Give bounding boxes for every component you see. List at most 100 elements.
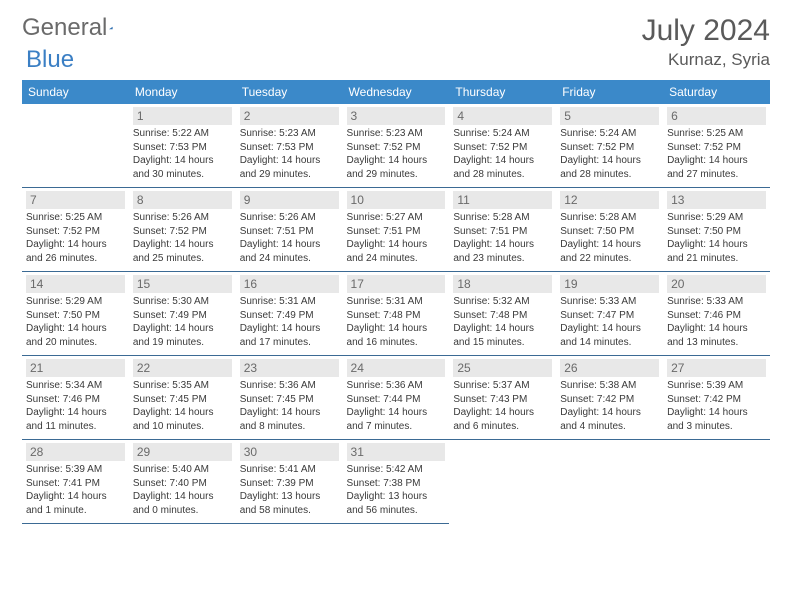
- weekday-row: SundayMondayTuesdayWednesdayThursdayFrid…: [22, 80, 770, 104]
- info-line: Sunrise: 5:32 AM: [453, 295, 552, 309]
- info-line: Sunrise: 5:34 AM: [26, 379, 125, 393]
- day-number: 21: [26, 359, 125, 377]
- day-info: Sunrise: 5:24 AMSunset: 7:52 PMDaylight:…: [453, 127, 552, 181]
- info-line: Daylight: 14 hours: [347, 154, 446, 168]
- calendar-cell: 21 Sunrise: 5:34 AMSunset: 7:46 PMDayligh…: [22, 356, 129, 440]
- info-line: and 26 minutes.: [26, 252, 125, 266]
- calendar-cell: [556, 440, 663, 524]
- day-number: 30: [240, 443, 339, 461]
- info-line: Sunset: 7:38 PM: [347, 477, 446, 491]
- info-line: Daylight: 14 hours: [133, 154, 232, 168]
- day-info: Sunrise: 5:23 AMSunset: 7:53 PMDaylight:…: [240, 127, 339, 181]
- calendar-row: 28Sunrise: 5:39 AMSunset: 7:41 PMDayligh…: [22, 440, 770, 524]
- info-line: Sunset: 7:53 PM: [133, 141, 232, 155]
- info-line: Daylight: 14 hours: [453, 238, 552, 252]
- info-line: Daylight: 14 hours: [453, 154, 552, 168]
- brand-part1: General: [22, 14, 107, 42]
- calendar-cell: 13Sunrise: 5:29 AMSunset: 7:50 PMDayligh…: [663, 188, 770, 272]
- day-number: 15: [133, 275, 232, 293]
- calendar-cell: 10 Sunrise: 5:27 AMSunset: 7:51 PMDayligh…: [343, 188, 450, 272]
- day-info: Sunrise: 5:31 AMSunset: 7:48 PMDaylight:…: [347, 295, 446, 349]
- day-info: Sunrise: 5:38 AMSunset: 7:42 PMDaylight:…: [560, 379, 659, 433]
- calendar-table: SundayMondayTuesdayWednesdayThursdayFrid…: [22, 80, 770, 524]
- info-line: Sunrise: 5:42 AM: [347, 463, 446, 477]
- info-line: and 10 minutes.: [133, 420, 232, 434]
- day-number: 18: [453, 275, 552, 293]
- day-number: 1: [133, 107, 232, 125]
- calendar-cell: 11Sunrise: 5:28 AMSunset: 7:51 PMDayligh…: [449, 188, 556, 272]
- weekday-header: Wednesday: [343, 80, 450, 104]
- day-number: 8: [133, 191, 232, 209]
- info-line: Sunrise: 5:23 AM: [347, 127, 446, 141]
- info-line: Daylight: 14 hours: [240, 322, 339, 336]
- calendar-cell: [22, 104, 129, 188]
- title-block: July 2024 Kurnaz, Syria: [642, 14, 770, 70]
- info-line: Sunset: 7:42 PM: [667, 393, 766, 407]
- info-line: Daylight: 14 hours: [347, 322, 446, 336]
- info-line: Sunrise: 5:36 AM: [347, 379, 446, 393]
- info-line: Sunset: 7:49 PM: [133, 309, 232, 323]
- info-line: Sunset: 7:46 PM: [26, 393, 125, 407]
- info-line: and 3 minutes.: [667, 420, 766, 434]
- info-line: and 16 minutes.: [347, 336, 446, 350]
- calendar-cell: 7Sunrise: 5:25 AMSunset: 7:52 PMDaylight…: [22, 188, 129, 272]
- info-line: and 15 minutes.: [453, 336, 552, 350]
- day-info: Sunrise: 5:34 AMSunset: 7:46 PMDaylight:…: [26, 379, 125, 433]
- weekday-header: Saturday: [663, 80, 770, 104]
- day-info: Sunrise: 5:28 AMSunset: 7:50 PMDaylight:…: [560, 211, 659, 265]
- info-line: Sunset: 7:52 PM: [667, 141, 766, 155]
- weekday-header: Tuesday: [236, 80, 343, 104]
- info-line: Sunset: 7:39 PM: [240, 477, 339, 491]
- calendar-cell: 24Sunrise: 5:36 AMSunset: 7:44 PMDayligh…: [343, 356, 450, 440]
- info-line: Daylight: 14 hours: [560, 406, 659, 420]
- info-line: and 25 minutes.: [133, 252, 232, 266]
- info-line: Sunrise: 5:33 AM: [667, 295, 766, 309]
- info-line: Daylight: 14 hours: [560, 322, 659, 336]
- day-info: Sunrise: 5:31 AMSunset: 7:49 PMDaylight:…: [240, 295, 339, 349]
- info-line: Sunrise: 5:39 AM: [667, 379, 766, 393]
- day-number: 12: [560, 191, 659, 209]
- calendar-cell: 25Sunrise: 5:37 AMSunset: 7:43 PMDayligh…: [449, 356, 556, 440]
- info-line: and 19 minutes.: [133, 336, 232, 350]
- info-line: and 24 minutes.: [347, 252, 446, 266]
- day-number: 4: [453, 107, 552, 125]
- calendar-row: 1 Sunrise: 5:22 AMSunset: 7:53 PMDaylight…: [22, 104, 770, 188]
- calendar-cell: 9Sunrise: 5:26 AMSunset: 7:51 PMDaylight…: [236, 188, 343, 272]
- info-line: Daylight: 14 hours: [26, 490, 125, 504]
- day-info: Sunrise: 5:29 AMSunset: 7:50 PMDaylight:…: [26, 295, 125, 349]
- calendar-cell: 8Sunrise: 5:26 AMSunset: 7:52 PMDaylight…: [129, 188, 236, 272]
- info-line: and 24 minutes.: [240, 252, 339, 266]
- info-line: and 58 minutes.: [240, 504, 339, 518]
- day-number: 10: [347, 191, 446, 209]
- info-line: Sunset: 7:53 PM: [240, 141, 339, 155]
- day-info: Sunrise: 5:26 AMSunset: 7:51 PMDaylight:…: [240, 211, 339, 265]
- info-line: Daylight: 14 hours: [453, 406, 552, 420]
- day-info: Sunrise: 5:22 AMSunset: 7:53 PMDaylight:…: [133, 127, 232, 181]
- calendar-cell: 12 Sunrise: 5:28 AMSunset: 7:50 PMDayligh…: [556, 188, 663, 272]
- info-line: Sunset: 7:52 PM: [133, 225, 232, 239]
- info-line: Sunset: 7:52 PM: [560, 141, 659, 155]
- day-number: 2: [240, 107, 339, 125]
- info-line: and 29 minutes.: [347, 168, 446, 182]
- day-info: Sunrise: 5:40 AMSunset: 7:40 PMDaylight:…: [133, 463, 232, 517]
- calendar-row: 21Sunrise: 5:34 AMSunset: 7:46 PMDayligh…: [22, 356, 770, 440]
- day-number: 28: [26, 443, 125, 461]
- calendar-row: 14Sunrise: 5:29 AMSunset: 7:50 PMDayligh…: [22, 272, 770, 356]
- calendar-cell: 31Sunrise: 5:42 AMSunset: 7:38 PMDayligh…: [343, 440, 450, 524]
- info-line: and 20 minutes.: [26, 336, 125, 350]
- day-info: Sunrise: 5:27 AMSunset: 7:51 PMDaylight:…: [347, 211, 446, 265]
- info-line: Daylight: 14 hours: [667, 322, 766, 336]
- day-number: 22: [133, 359, 232, 377]
- calendar-cell: 18Sunrise: 5:32 AMSunset: 7:48 PMDayligh…: [449, 272, 556, 356]
- info-line: and 21 minutes.: [667, 252, 766, 266]
- calendar-cell: 4 Sunrise: 5:24 AMSunset: 7:52 PMDaylight…: [449, 104, 556, 188]
- info-line: Sunset: 7:41 PM: [26, 477, 125, 491]
- day-number: 17: [347, 275, 446, 293]
- info-line: Sunrise: 5:38 AM: [560, 379, 659, 393]
- calendar-cell: [449, 440, 556, 524]
- day-info: Sunrise: 5:37 AMSunset: 7:43 PMDaylight:…: [453, 379, 552, 433]
- info-line: and 7 minutes.: [347, 420, 446, 434]
- day-number: 13: [667, 191, 766, 209]
- calendar-cell: 23Sunrise: 5:36 AMSunset: 7:45 PMDayligh…: [236, 356, 343, 440]
- weekday-header: Monday: [129, 80, 236, 104]
